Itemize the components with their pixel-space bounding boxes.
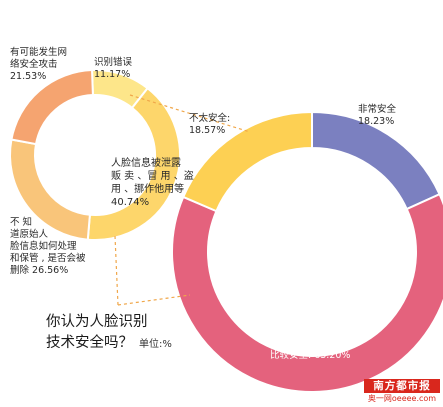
slice-label-fairly-safe: 比较安全: 63.20% xyxy=(270,350,351,361)
slice-label-unknown-handling: 不 知 道原始人 脸信息如何处理 和保管 , 是否会被 删除 26.56% xyxy=(10,217,86,276)
slice-label-not-safe: 不太安全: 18.57% xyxy=(189,113,231,136)
slice-label-leak: 人脸信息被泄露 贩 卖 、冒 用 、盗 用 、挪作他用等 40.74% xyxy=(111,158,194,208)
chart-question: 你认为人脸识别 技术安全吗？ 单位:% xyxy=(46,312,172,355)
connector-line xyxy=(114,235,119,306)
donut-chart-safety xyxy=(171,110,443,393)
connector-line xyxy=(129,94,251,133)
connector-line xyxy=(117,294,191,306)
slice-label-very-safe: 非常安全 18.23% xyxy=(358,104,397,127)
slice-network-attack xyxy=(10,69,94,146)
donut-chart-reasons xyxy=(9,69,181,241)
slice-label-network-attack: 有可能发生网 络安全攻击 21.53% xyxy=(10,47,68,82)
watermark-sub: 奥一网oeeee.com xyxy=(367,394,437,403)
slice-label-misrecognition: 识别错误 11.17% xyxy=(94,57,133,80)
question-line-1: 你认为人脸识别 xyxy=(46,314,148,330)
connector-lines xyxy=(114,94,251,306)
slice-leak xyxy=(86,86,181,241)
watermark-main: 南方都市报 xyxy=(364,379,440,393)
slice-fairly-safe xyxy=(171,192,443,393)
slice-not-safe xyxy=(181,110,313,213)
watermark-logo: 南方都市报 奥一网oeeee.com xyxy=(364,379,440,405)
unit-label: 单位:% xyxy=(139,339,172,350)
question-line-2: 技术安全吗？ xyxy=(46,335,133,351)
